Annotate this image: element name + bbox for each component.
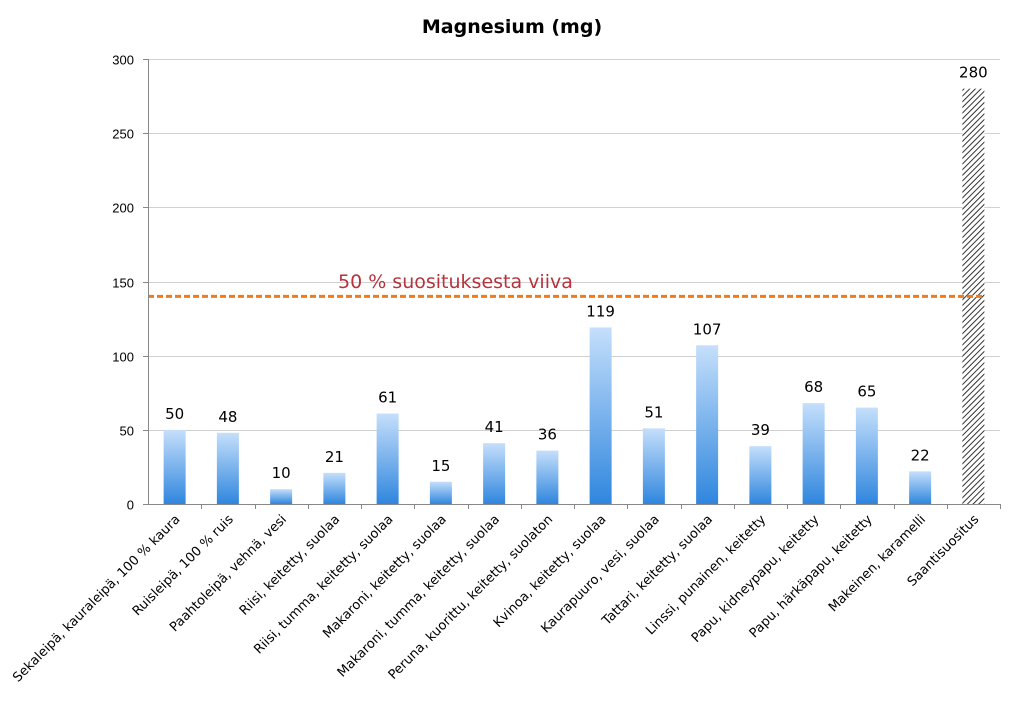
value-label: 15 [431, 457, 450, 475]
bar [855, 407, 878, 504]
bar [589, 327, 612, 504]
bar [536, 450, 559, 504]
bar [270, 489, 293, 504]
bar [376, 413, 399, 504]
bar [216, 432, 239, 504]
chart-title: Magnesium (mg) [422, 16, 602, 38]
value-label: 21 [325, 448, 344, 466]
bar [749, 446, 772, 504]
bars [163, 88, 985, 505]
reference-line-label: 50 % suosituksesta viiva [338, 271, 573, 293]
bar [163, 429, 186, 504]
y-tick-label: 100 [112, 350, 134, 365]
bar-recommendation [962, 88, 985, 505]
bar [429, 481, 452, 504]
y-tick-label: 150 [112, 276, 134, 291]
bar [642, 428, 665, 504]
category-label: Riisi, keitetty, suolaa [237, 512, 343, 618]
bar [483, 443, 506, 504]
value-label: 10 [272, 464, 291, 482]
gridlines [148, 59, 1000, 431]
value-label: 119 [586, 302, 615, 320]
bar [802, 403, 825, 504]
category-label: Ruisleipä, 100 % ruis [130, 512, 237, 619]
value-label: 36 [538, 426, 557, 444]
bar [696, 345, 719, 504]
value-labels: 50 48 10 21 61 15 41 36 119 51 107 39 68 65 22 280 [165, 64, 988, 482]
y-tick-label: 0 [127, 498, 134, 513]
value-label: 39 [751, 421, 770, 439]
value-label: 68 [804, 378, 823, 396]
value-label: 61 [378, 389, 397, 407]
value-label: 50 [165, 405, 184, 423]
value-label: 22 [911, 446, 930, 464]
y-tick-label: 50 [120, 424, 134, 439]
value-label: 48 [218, 408, 237, 426]
value-label: 280 [959, 64, 988, 82]
value-label: 107 [693, 320, 722, 338]
x-axis-ticks: Sekaleipä, kauraleipä, 100 % kauraRuisle… [10, 504, 1001, 685]
y-tick-label: 300 [112, 53, 134, 68]
y-tick-label: 250 [112, 127, 134, 142]
category-label: Makeinen, karamelli [826, 512, 929, 615]
category-label: Tattari, keitetty, suolaa [599, 512, 716, 629]
value-label: 51 [644, 403, 663, 421]
bar [323, 472, 346, 504]
value-label: 65 [857, 383, 876, 401]
y-tick-label: 200 [112, 201, 134, 216]
value-label: 41 [485, 418, 504, 436]
bar [909, 471, 932, 504]
y-axis-ticks: 0 50 100 150 200 250 300 [112, 53, 148, 513]
